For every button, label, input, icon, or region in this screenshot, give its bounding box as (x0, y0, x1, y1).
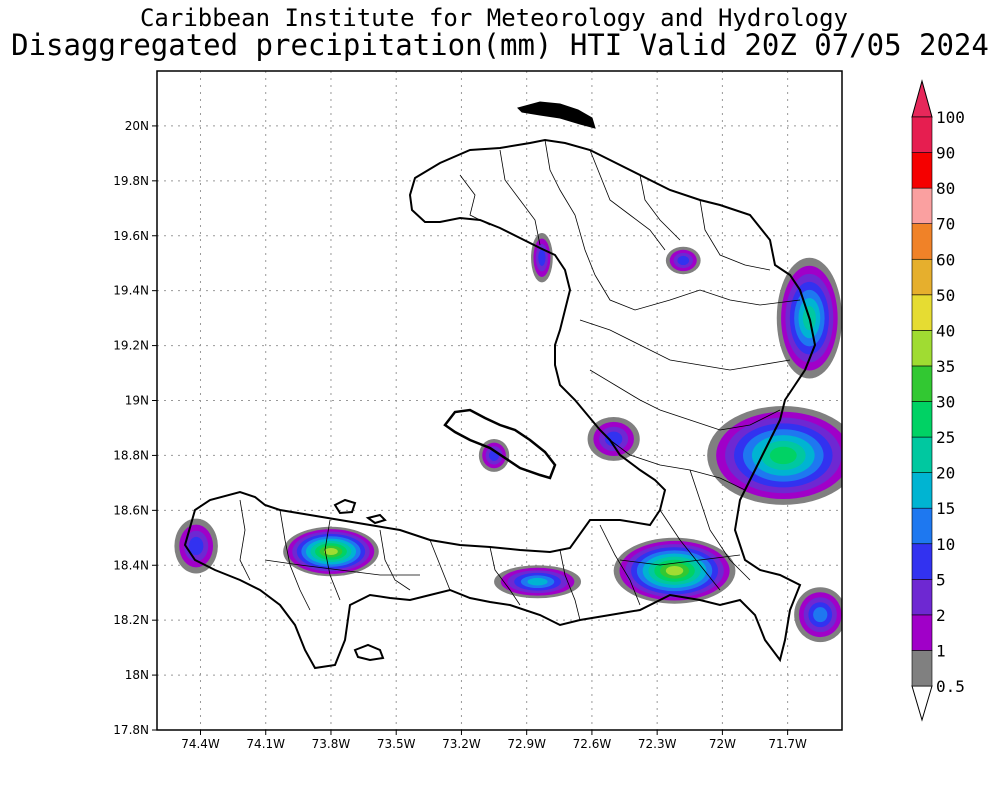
lon-tick-label: 72W (709, 737, 736, 751)
coastline-layer (183, 101, 817, 670)
lat-tick-label: 18.8N (113, 448, 149, 462)
precip-area-gonave-cell (478, 438, 510, 472)
precip-area-southwest-peninsula-center (283, 526, 379, 577)
colorbar-label: 2 (936, 606, 946, 625)
precip-area-south-east-cell (613, 537, 736, 604)
colorbar-top-arrow (911, 79, 933, 118)
gonave-island (443, 408, 557, 480)
precip-contour (677, 255, 690, 266)
colorbar-band (911, 507, 933, 545)
colorbar-band (911, 614, 933, 651)
colorbar-label: 90 (936, 144, 955, 163)
lat-tick-label: 19.2N (113, 339, 149, 353)
lat-tick-label: 19.4N (113, 284, 149, 298)
ile-a-vache (353, 643, 385, 662)
lon-tick-label: 73.5W (377, 737, 416, 751)
colorbar-label: 15 (936, 499, 955, 518)
latitude-tick-labels: 20N 19.8N 19.6N 19.4N 19.2N 19N 18.8N 18.6N 18.4… (113, 119, 149, 737)
precip-contour (813, 607, 828, 623)
colorbar-band (911, 472, 933, 509)
colorbar-label: 20 (936, 464, 955, 483)
colorbar-label: 0.5 (936, 677, 965, 696)
colorbar-band (911, 579, 933, 616)
lat-tick-label: 18.4N (113, 558, 149, 572)
lat-tick-label: 18N (125, 668, 149, 682)
tortuga-island (517, 101, 596, 129)
cayemites-islands (333, 498, 387, 525)
longitude-tick-labels: 74.4W 74.1W 73.8W 73.5W 73.2W 72.9W 72.6W 72.3W… (181, 737, 807, 751)
colorbar-label: 25 (936, 428, 955, 447)
colorbar-label: 10 (936, 535, 955, 554)
colorbar-band (911, 187, 933, 224)
colorbar-label: 60 (936, 250, 955, 269)
colorbar-band (911, 116, 933, 153)
colorbar-label: 30 (936, 393, 955, 412)
precip-area-plateau-cell (587, 416, 640, 461)
lon-tick-label: 73.2W (442, 737, 481, 751)
lat-tick-label: 19.8N (113, 174, 149, 188)
lon-tick-label: 74.1W (246, 737, 285, 751)
colorbar-band (911, 152, 933, 189)
colorbar-label: 50 (936, 286, 955, 305)
colorbar-band (911, 650, 933, 687)
lon-tick-label: 72.9W (507, 737, 546, 751)
precip-area-southwest-peninsula-west (174, 518, 218, 574)
precip-contour (769, 446, 797, 465)
commune-boundaries (239, 139, 801, 621)
precip-contour (188, 536, 204, 556)
colorbar-band (911, 294, 933, 331)
precip-contour (604, 431, 623, 447)
precipitation-layer (174, 233, 842, 643)
colorbar-label: 80 (936, 179, 955, 198)
lon-tick-label: 74.4W (181, 737, 220, 751)
haiti-coastline (183, 138, 817, 670)
lat-tick-label: 19.6N (113, 229, 149, 243)
precip-contour (538, 249, 546, 266)
colorbar-label: 1 (936, 641, 946, 660)
colorbar-band (911, 436, 933, 473)
precip-contour (527, 577, 548, 586)
colorbar-label: 70 (936, 215, 955, 234)
colorbar-label: 40 (936, 321, 955, 340)
precip-area-south-east-offshore (794, 587, 842, 643)
precip-contour (665, 566, 684, 576)
product-title: Disaggregated precipitation(mm) HTI Vali… (11, 28, 989, 62)
precip-area-northeast-cell-a (665, 246, 701, 275)
lon-tick-label: 72.6W (573, 737, 612, 751)
institution-title: Caribbean Institute for Meteorology and … (139, 4, 848, 32)
lon-tick-label: 73.8W (312, 737, 351, 751)
colorbar-label: 5 (936, 570, 946, 589)
lat-tick-label: 18.6N (113, 503, 149, 517)
colorbar-band (911, 223, 933, 260)
lat-tick-label: 20N (125, 119, 149, 133)
lat-tick-label: 18.2N (113, 613, 149, 627)
lat-tick-label: 19N (125, 394, 149, 408)
precip-area-leogane-cell (494, 565, 582, 599)
lon-tick-label: 72.3W (638, 737, 677, 751)
plot-frame (156, 70, 843, 731)
colorbar-band (911, 401, 933, 438)
precip-contour (324, 547, 338, 556)
precip-area-north-west-coast (531, 233, 553, 283)
colorbar-label: 35 (936, 357, 955, 376)
colorbar-band (911, 365, 933, 402)
colorbar-label: 100 (936, 108, 965, 127)
lat-tick-label: 17.8N (113, 723, 149, 737)
precip-area-east-border-central (707, 406, 842, 505)
lon-tick-label: 71.7W (768, 737, 807, 751)
graticule (152, 71, 842, 735)
colorbar-band (911, 543, 933, 580)
colorbar-band (911, 258, 933, 296)
colorbar-band (911, 330, 933, 367)
colorbar-bottom-arrow (911, 685, 933, 722)
